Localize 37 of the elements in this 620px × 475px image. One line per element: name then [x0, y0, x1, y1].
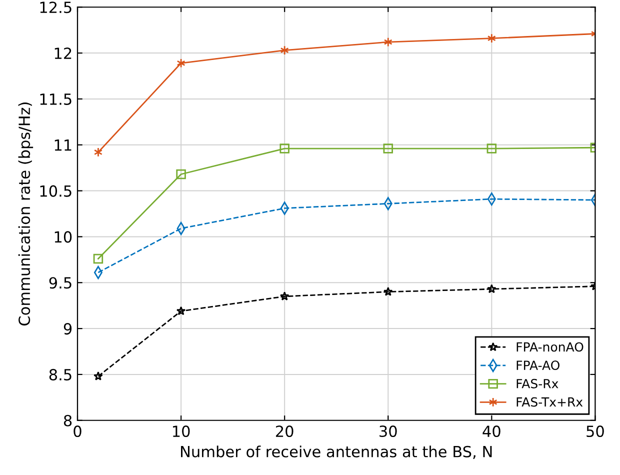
y-tick-label: 8 [64, 414, 72, 426]
y-tick-label: 12.5 [40, 2, 72, 14]
legend-label: FAS-Tx+Rx [516, 397, 583, 407]
point [176, 169, 186, 180]
x-tick-label: 30 [380, 426, 397, 438]
y-axis-title: Communication rate (bps/Hz) [18, 102, 34, 326]
x-tick-label: 0 [74, 426, 82, 438]
point [280, 144, 290, 154]
y-tick-label: 11.5 [40, 94, 72, 105]
point [94, 147, 103, 158]
y-tick-label: 10.5 [40, 185, 72, 197]
point [486, 144, 497, 154]
point [176, 306, 186, 316]
y-tick-label: 8.5 [49, 368, 72, 380]
point [280, 292, 290, 300]
point [93, 254, 104, 264]
y-tick-label: 9 [64, 323, 72, 335]
y-tick-label: 10 [54, 231, 72, 243]
point [280, 45, 289, 56]
x-axis-title: Number of receive antennas at the BS, N [181, 446, 492, 459]
x-tick-label: 40 [482, 426, 500, 438]
legend-label: FPA-nonAO [516, 342, 584, 352]
legend-label: FAS-Rx [516, 378, 558, 388]
point [487, 33, 496, 44]
point [487, 284, 496, 294]
x-tick-label: 50 [586, 426, 604, 438]
y-tick-label: 9.5 [49, 277, 72, 289]
y-tick-label: 11 [54, 140, 72, 151]
point [383, 286, 393, 296]
point [94, 371, 103, 380]
point [176, 58, 186, 68]
x-tick-label: 20 [276, 426, 294, 438]
point [384, 37, 392, 47]
point [383, 144, 393, 154]
y-tick-label: 12 [54, 48, 72, 59]
legend-label: FPA-AO [516, 360, 560, 370]
x-tick-label: 10 [173, 426, 190, 438]
